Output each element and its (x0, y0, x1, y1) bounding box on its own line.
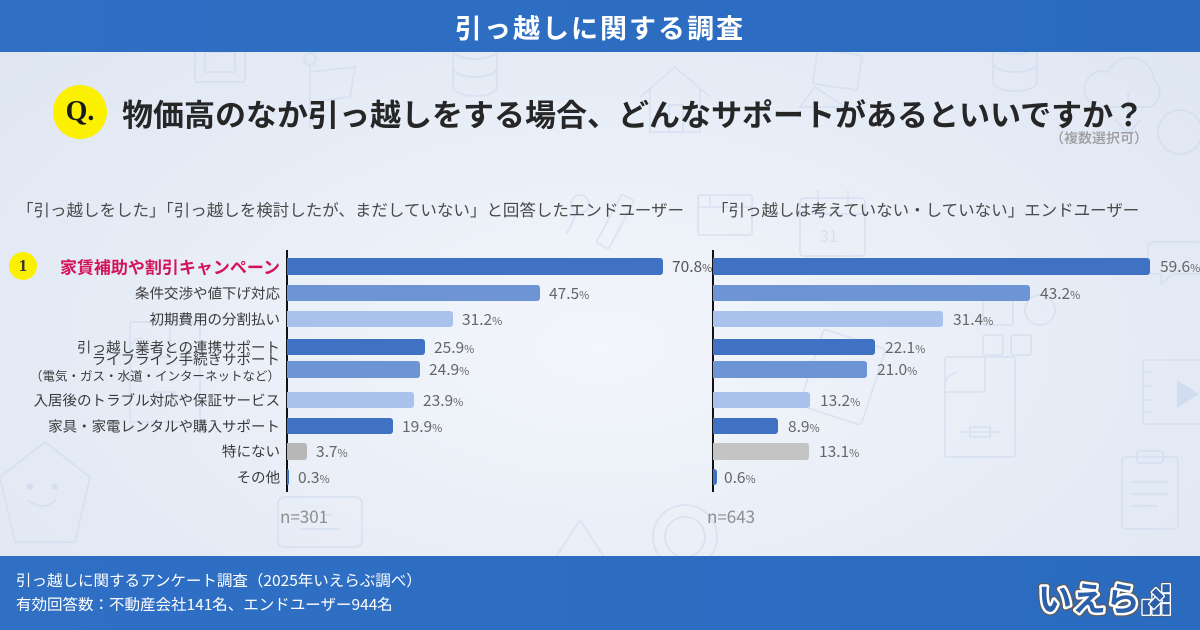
svg-text:いえら: いえら (1038, 574, 1140, 621)
svg-text:31: 31 (820, 223, 838, 247)
